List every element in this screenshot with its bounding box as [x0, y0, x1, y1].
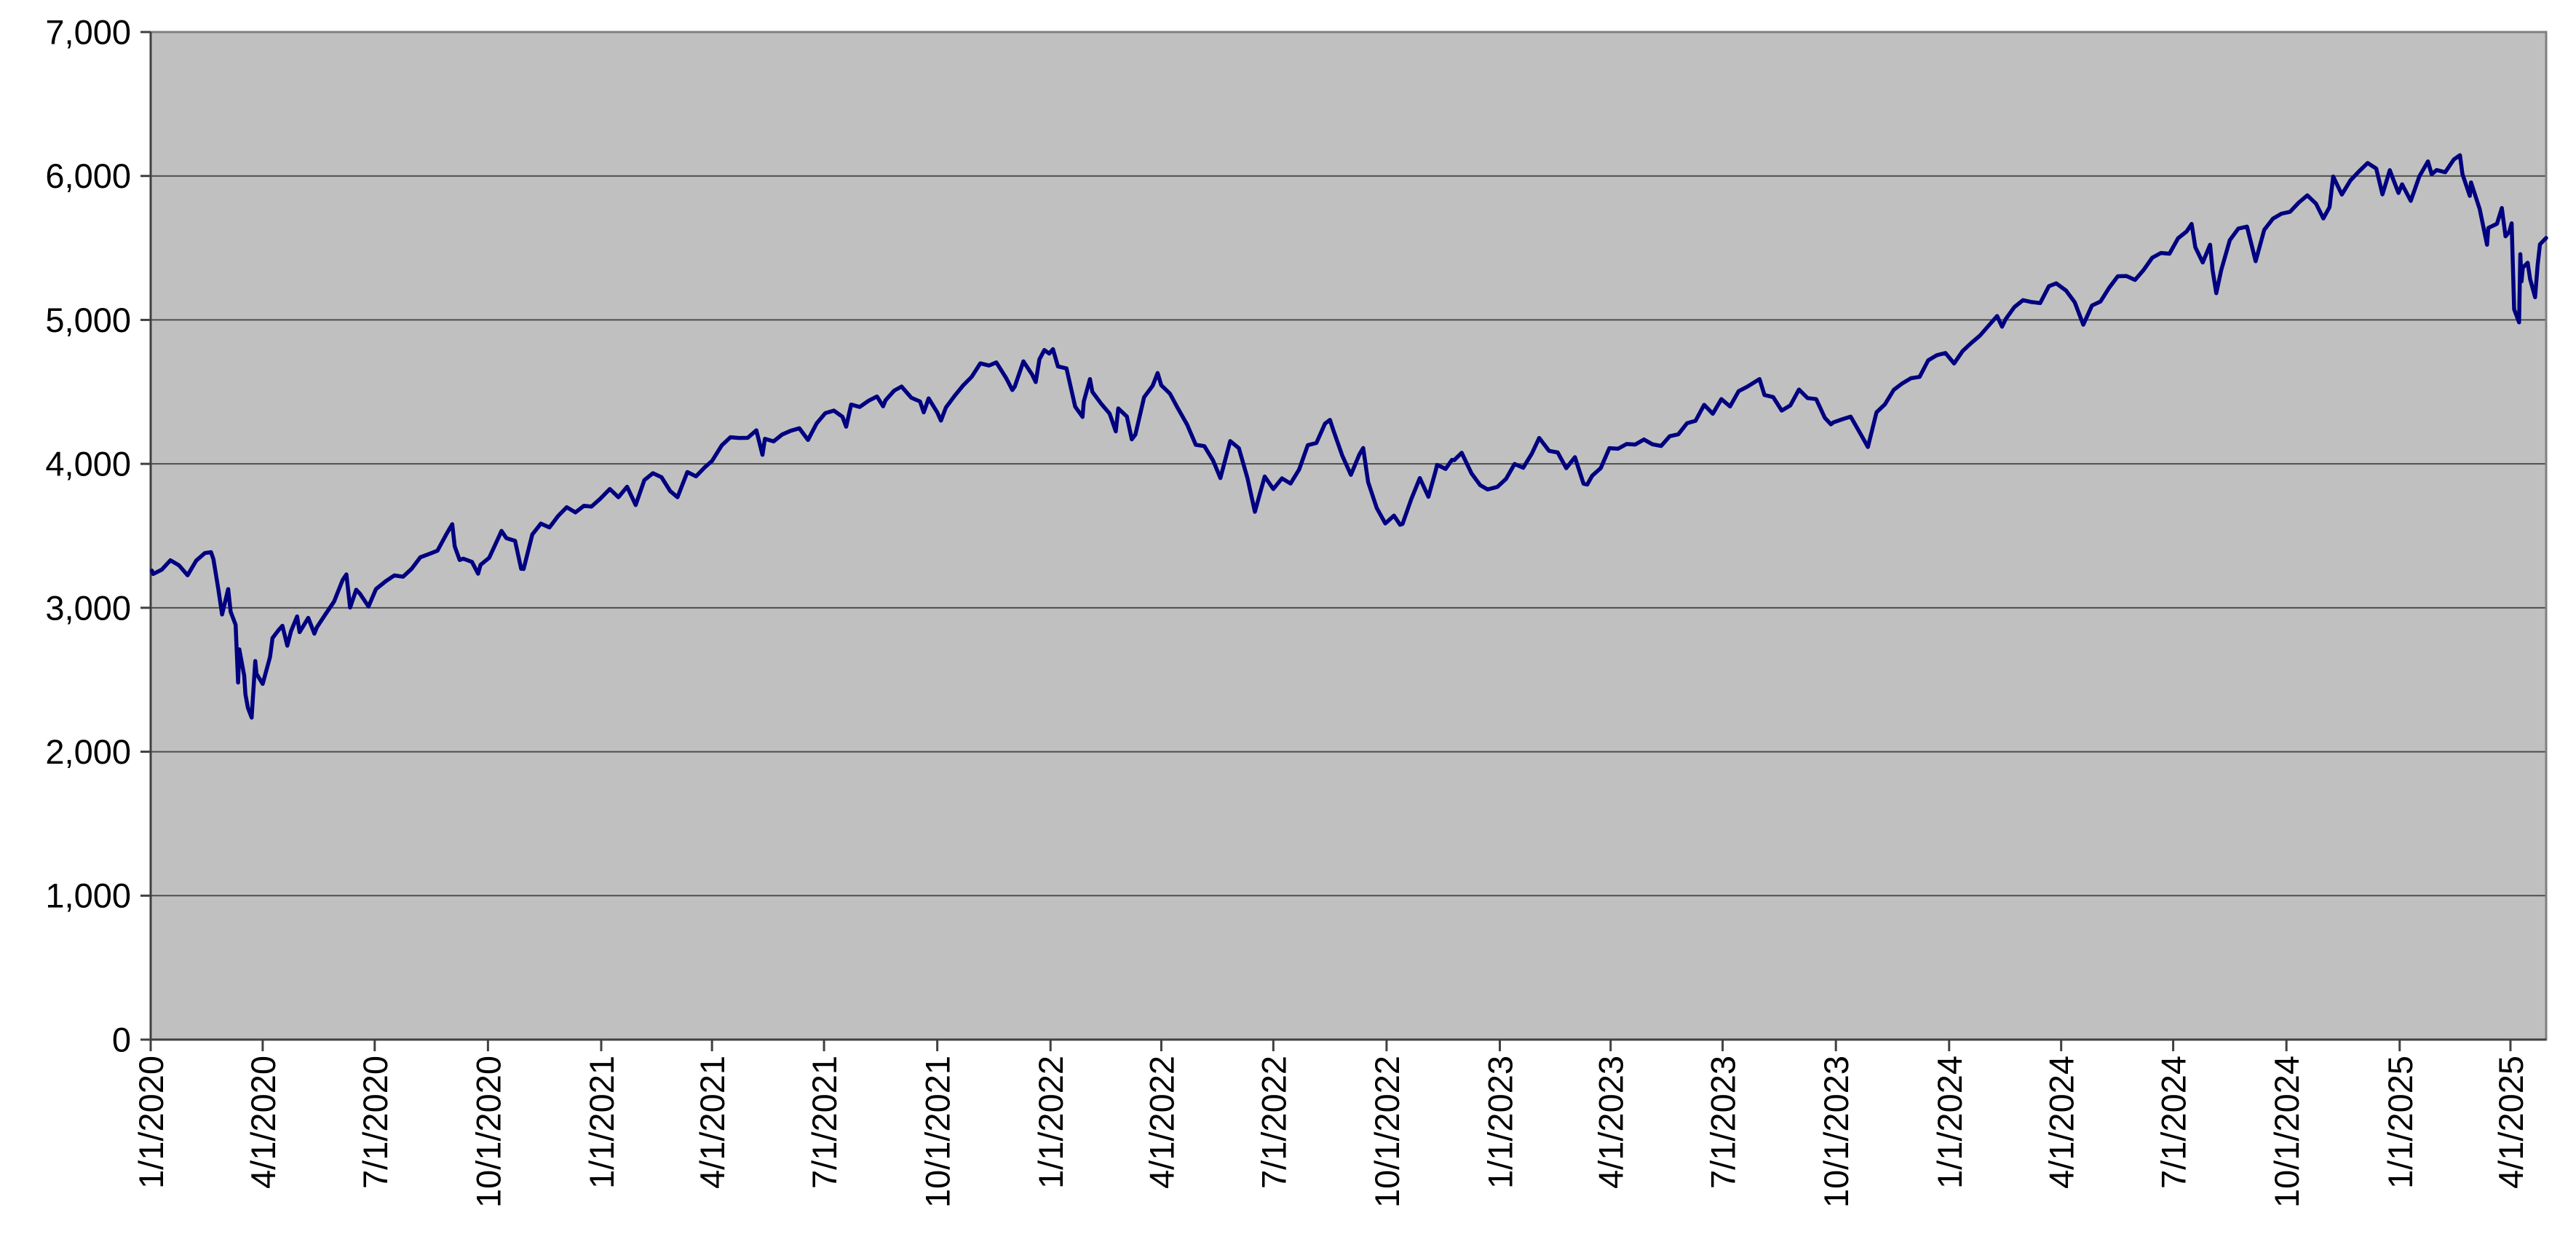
x-tick-label: 7/1/2024	[2155, 1056, 2193, 1189]
x-tick-label: 4/1/2023	[1592, 1056, 1630, 1189]
y-tick-label: 4,000	[45, 445, 131, 483]
y-tick-label: 2,000	[45, 732, 131, 771]
x-tick-label: 1/1/2021	[582, 1056, 621, 1189]
x-tick-label: 7/1/2020	[356, 1056, 395, 1189]
y-tick-label: 6,000	[45, 157, 131, 195]
y-tick-label: 7,000	[45, 12, 131, 51]
price-line	[149, 153, 2548, 720]
x-tick-label: 1/1/2025	[2381, 1056, 2420, 1189]
x-tick-label: 1/1/2024	[1930, 1056, 1969, 1189]
x-tick-label: 1/1/2022	[1031, 1056, 1070, 1189]
x-tick-label: 4/1/2021	[693, 1056, 732, 1189]
x-tick-label: 7/1/2022	[1254, 1056, 1293, 1189]
x-tick-label: 4/1/2024	[2042, 1056, 2081, 1189]
y-tick-label: 3,000	[45, 588, 131, 627]
y-tick-label: 0	[112, 1020, 131, 1059]
x-tick-label: 7/1/2023	[1704, 1056, 1743, 1189]
x-tick-label: 10/1/2023	[1817, 1056, 1855, 1208]
x-tick-label: 4/1/2022	[1142, 1056, 1181, 1189]
y-tick-label: 5,000	[45, 301, 131, 339]
x-tick-label: 4/1/2025	[2492, 1056, 2530, 1189]
x-tick-label: 10/1/2024	[2267, 1056, 2306, 1208]
plot-area	[151, 32, 2546, 1040]
x-tick-label: 1/1/2023	[1481, 1056, 1520, 1189]
x-tick-label: 1/1/2020	[132, 1056, 170, 1189]
x-tick-label: 7/1/2021	[805, 1056, 844, 1189]
y-tick-label: 1,000	[45, 877, 131, 915]
x-tick-label: 10/1/2021	[919, 1056, 957, 1208]
x-tick-label: 4/1/2020	[244, 1056, 282, 1189]
x-tick-label: 10/1/2022	[1368, 1056, 1406, 1208]
x-tick-label: 10/1/2020	[469, 1056, 507, 1208]
